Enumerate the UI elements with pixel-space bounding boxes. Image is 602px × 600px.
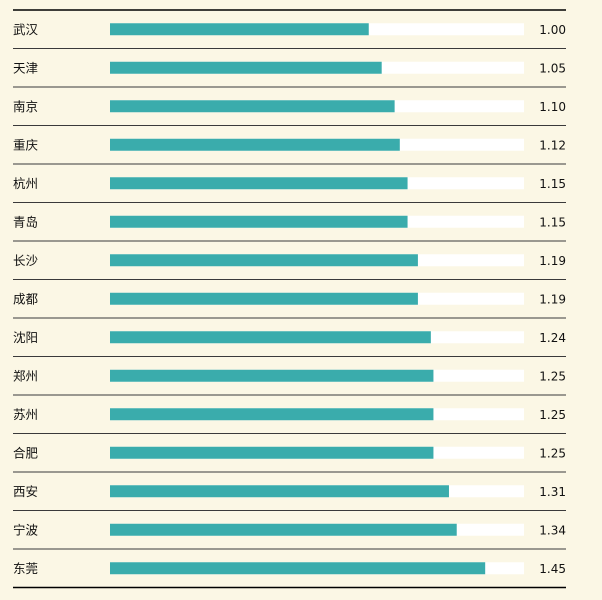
category-label: 宁波 — [13, 522, 39, 537]
category-label: 天津 — [13, 60, 38, 75]
value-label: 1.45 — [539, 562, 566, 576]
category-label: 苏州 — [13, 407, 38, 422]
bar-row: 宁波 1.34 — [13, 522, 566, 537]
value-label: 1.31 — [539, 485, 566, 499]
value-label: 1.34 — [539, 523, 566, 537]
value-label: 1.05 — [539, 61, 566, 75]
category-label: 南京 — [13, 99, 38, 114]
bar-row: 长沙 1.19 — [13, 253, 566, 268]
bar-row: 西安 1.31 — [13, 484, 566, 499]
bar — [110, 23, 369, 36]
category-label: 杭州 — [13, 176, 38, 191]
bar-row: 东莞 1.45 — [13, 561, 566, 576]
category-label: 东莞 — [13, 561, 38, 576]
category-label: 合肥 — [13, 445, 39, 460]
value-label: 1.15 — [539, 215, 566, 229]
value-label: 1.15 — [539, 177, 566, 191]
category-label: 郑州 — [13, 368, 38, 383]
bar-row: 郑州 1.25 — [13, 368, 566, 383]
bar — [110, 523, 457, 536]
bar — [110, 254, 418, 267]
bar — [110, 215, 408, 228]
bar — [110, 562, 486, 575]
bar — [110, 485, 449, 498]
bar — [110, 177, 408, 190]
value-label: 1.00 — [539, 23, 566, 37]
bar-row: 青岛 1.15 — [13, 214, 566, 229]
category-label: 重庆 — [13, 137, 39, 152]
category-label: 青岛 — [13, 214, 38, 229]
bar-row: 苏州 1.25 — [13, 407, 566, 422]
value-label: 1.12 — [539, 138, 566, 152]
bar-row: 成都 1.19 — [13, 291, 566, 306]
category-label: 沈阳 — [13, 330, 38, 345]
bar-row: 杭州 1.15 — [13, 176, 566, 191]
category-label: 长沙 — [13, 253, 39, 268]
value-label: 1.19 — [539, 254, 566, 268]
bar-row: 天津 1.05 — [13, 60, 566, 75]
category-label: 成都 — [13, 291, 39, 306]
bar-row: 沈阳 1.24 — [13, 330, 566, 345]
bar — [110, 369, 434, 382]
bar-row: 重庆 1.12 — [13, 137, 566, 152]
bar — [110, 292, 418, 305]
value-label: 1.25 — [539, 369, 566, 383]
bar — [110, 331, 431, 344]
bar — [110, 138, 400, 151]
value-label: 1.24 — [539, 331, 566, 345]
bar-row: 南京 1.10 — [13, 99, 566, 114]
bar — [110, 408, 434, 421]
category-label: 西安 — [13, 484, 38, 499]
bar-row: 合肥 1.25 — [13, 445, 566, 460]
value-label: 1.19 — [539, 292, 566, 306]
value-label: 1.25 — [539, 408, 566, 422]
value-label: 1.10 — [539, 100, 566, 114]
bar-row: 武汉 1.00 — [13, 22, 566, 37]
bar — [110, 100, 395, 113]
bar — [110, 446, 434, 459]
bar — [110, 61, 382, 74]
category-label: 武汉 — [13, 22, 39, 37]
value-label: 1.25 — [539, 446, 566, 460]
